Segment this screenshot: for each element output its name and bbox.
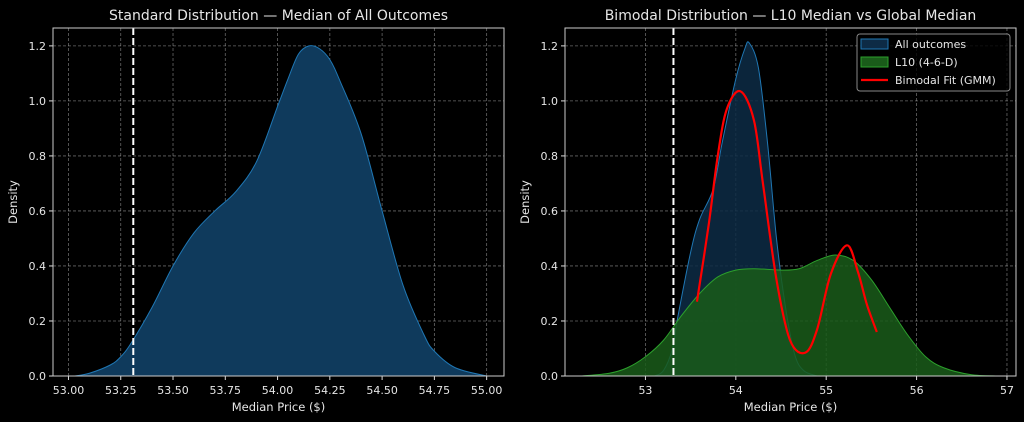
y-tick-label: 0.2	[541, 315, 559, 328]
y-tick-label: 0.0	[541, 370, 559, 383]
legend-box	[856, 33, 1011, 92]
chart-2: 53 54 55 56 57 0.0 0.2 0.4 0.6 0.8 1.0 1.2 Bimodal D…	[518, 8, 1017, 414]
legend-label: All outcomes	[895, 38, 966, 51]
y-tick-label: 0.6	[29, 205, 47, 218]
chart-title: Standard Distribution — Median of All Ou…	[109, 8, 448, 24]
x-tick-label: 54	[729, 384, 743, 397]
y-tick-label: 0.6	[541, 205, 559, 218]
x-tick-label: 53.00	[53, 384, 85, 397]
y-tick-label: 1.2	[541, 40, 559, 53]
legend-label: Bimodal Fit (GMM)	[895, 74, 996, 87]
y-tick-label: 0.2	[29, 315, 47, 328]
chart-1: 53.00 53.25 53.50 53.75 54.00 54.25 54.50 54.75…	[6, 8, 505, 414]
y-axis-label: Density	[518, 180, 532, 224]
y-axis-label: Density	[6, 180, 20, 224]
series-outline-l10-4-6-d	[582, 254, 998, 377]
series-line-bimodal-fit-gmm	[695, 89, 878, 355]
x-axis-label: Median Price ($)	[744, 400, 837, 414]
y-tick-label: 1.0	[29, 95, 47, 108]
chart-title: Bimodal Distribution — L10 Median vs Glo…	[605, 8, 977, 24]
x-tick-label: 54.75	[419, 384, 451, 397]
x-axis-label: Median Price ($)	[232, 400, 325, 414]
y-tick-label: 0.8	[541, 150, 559, 163]
x-tick-label: 53	[638, 384, 652, 397]
x-tick-label: 56	[910, 384, 924, 397]
axes-frame	[52, 27, 505, 377]
x-tick-label: 57	[1000, 384, 1014, 397]
x-tick-label: 53.50	[157, 384, 189, 397]
series-area-l10-4-6-d	[582, 254, 998, 376]
series-area-all-outcomes	[74, 45, 487, 377]
x-tick-label: 54.50	[366, 384, 398, 397]
legend-swatch	[860, 38, 889, 50]
series-outline-all-outcomes	[74, 45, 487, 377]
x-tick-label: 55	[819, 384, 833, 397]
x-tick-label: 54.00	[262, 384, 294, 397]
y-tick-label: 0.4	[541, 260, 559, 273]
legend-label: L10 (4-6-D)	[895, 56, 958, 69]
legend: All outcomes L10 (4-6-D) Bimodal Fit (GMM)	[856, 33, 1011, 92]
x-tick-label: 54.25	[314, 384, 346, 397]
x-tick-label: 55.00	[471, 384, 503, 397]
legend-swatch	[860, 56, 889, 68]
y-tick-label: 0.0	[29, 370, 47, 383]
y-tick-label: 1.0	[541, 95, 559, 108]
y-tick-label: 0.8	[29, 150, 47, 163]
y-tick-label: 1.2	[29, 40, 47, 53]
axes-frame	[564, 27, 1017, 377]
y-tick-label: 0.4	[29, 260, 47, 273]
x-tick-label: 53.75	[210, 384, 242, 397]
x-tick-label: 53.25	[105, 384, 137, 397]
